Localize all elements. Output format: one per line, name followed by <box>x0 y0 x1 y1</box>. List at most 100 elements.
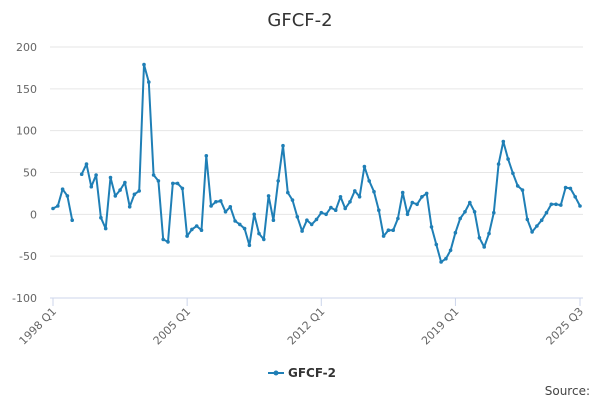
data-point[interactable] <box>549 202 554 207</box>
data-point[interactable] <box>56 204 60 208</box>
legend[interactable]: GFCF-2 <box>268 366 336 380</box>
data-point[interactable] <box>84 162 89 166</box>
data-point[interactable] <box>223 210 228 214</box>
data-point[interactable] <box>338 195 343 199</box>
data-point[interactable] <box>242 226 247 231</box>
data-point[interactable] <box>472 210 477 214</box>
data-point[interactable] <box>563 185 568 190</box>
data-point[interactable] <box>70 218 74 222</box>
data-point[interactable] <box>453 230 458 235</box>
data-point[interactable] <box>309 222 314 227</box>
data-point[interactable] <box>65 194 70 198</box>
data-point[interactable] <box>175 181 180 186</box>
data-point[interactable] <box>257 231 261 236</box>
data-point[interactable] <box>51 206 55 211</box>
data-point[interactable] <box>209 204 213 208</box>
data-point[interactable] <box>362 164 367 169</box>
data-point[interactable] <box>439 260 443 264</box>
data-point[interactable] <box>132 192 137 197</box>
data-point[interactable] <box>79 172 84 176</box>
data-point[interactable] <box>568 186 573 191</box>
data-point[interactable] <box>151 173 156 177</box>
series-gfcf-2[interactable] <box>51 62 582 264</box>
data-point[interactable] <box>482 245 487 249</box>
data-point[interactable] <box>405 212 410 217</box>
data-point[interactable] <box>89 184 94 189</box>
data-point[interactable] <box>199 228 204 232</box>
data-point[interactable] <box>559 203 563 207</box>
data-point[interactable] <box>190 227 194 232</box>
data-point[interactable] <box>247 243 252 248</box>
data-point[interactable] <box>94 173 98 177</box>
data-point[interactable] <box>262 237 266 242</box>
data-point[interactable] <box>377 208 381 212</box>
data-point[interactable] <box>286 190 290 195</box>
data-point[interactable] <box>233 219 237 223</box>
data-point[interactable] <box>123 180 127 185</box>
data-point[interactable] <box>357 195 362 199</box>
data-point[interactable] <box>400 190 405 195</box>
data-point[interactable] <box>108 175 113 180</box>
data-point[interactable] <box>535 224 539 228</box>
data-point[interactable] <box>410 200 415 205</box>
data-point[interactable] <box>372 189 376 194</box>
data-point[interactable] <box>314 217 319 222</box>
series-line[interactable] <box>52 63 581 263</box>
data-point[interactable] <box>295 215 300 219</box>
data-point[interactable] <box>487 231 491 236</box>
data-point[interactable] <box>520 188 525 192</box>
data-point[interactable] <box>391 228 396 232</box>
data-point[interactable] <box>118 188 122 192</box>
data-point[interactable] <box>501 139 506 144</box>
data-point[interactable] <box>218 199 223 203</box>
data-point[interactable] <box>99 215 103 220</box>
data-point[interactable] <box>127 205 132 209</box>
data-point[interactable] <box>468 200 472 205</box>
data-point[interactable] <box>429 225 434 229</box>
data-point[interactable] <box>448 248 453 253</box>
data-point[interactable] <box>434 242 439 247</box>
data-point[interactable] <box>290 198 295 202</box>
data-point[interactable] <box>554 202 558 207</box>
data-point[interactable] <box>477 236 482 240</box>
data-point[interactable] <box>214 200 218 204</box>
data-point[interactable] <box>156 179 161 183</box>
data-point[interactable] <box>161 237 165 242</box>
data-point[interactable] <box>444 256 448 261</box>
data-point[interactable] <box>194 224 199 228</box>
data-point[interactable] <box>381 234 386 238</box>
data-point[interactable] <box>281 143 285 148</box>
data-point[interactable] <box>171 181 175 186</box>
data-point[interactable] <box>386 228 391 232</box>
data-point[interactable] <box>525 217 530 222</box>
data-point[interactable] <box>266 194 271 198</box>
data-point[interactable] <box>353 189 357 193</box>
data-point[interactable] <box>324 212 328 217</box>
data-point[interactable] <box>113 194 118 198</box>
data-point[interactable] <box>252 212 256 217</box>
data-point[interactable] <box>103 226 108 231</box>
data-point[interactable] <box>573 195 577 199</box>
data-point[interactable] <box>185 234 189 238</box>
data-point[interactable] <box>228 205 233 209</box>
data-point[interactable] <box>204 154 209 158</box>
data-point[interactable] <box>458 216 463 221</box>
data-point[interactable] <box>333 208 338 212</box>
data-point[interactable] <box>544 210 549 215</box>
data-point[interactable] <box>271 218 276 222</box>
data-point[interactable] <box>60 187 65 191</box>
data-point[interactable] <box>415 202 419 207</box>
data-point[interactable] <box>578 204 582 208</box>
data-point[interactable] <box>396 216 400 221</box>
data-point[interactable] <box>367 179 372 183</box>
data-point[interactable] <box>463 210 467 214</box>
data-point[interactable] <box>515 184 520 188</box>
data-point[interactable] <box>496 162 501 166</box>
data-point[interactable] <box>276 179 281 183</box>
data-point[interactable] <box>539 218 544 222</box>
data-point[interactable] <box>343 206 348 211</box>
data-point[interactable] <box>506 157 510 161</box>
data-point[interactable] <box>300 229 304 233</box>
data-point[interactable] <box>492 210 496 215</box>
data-point[interactable] <box>424 191 429 196</box>
